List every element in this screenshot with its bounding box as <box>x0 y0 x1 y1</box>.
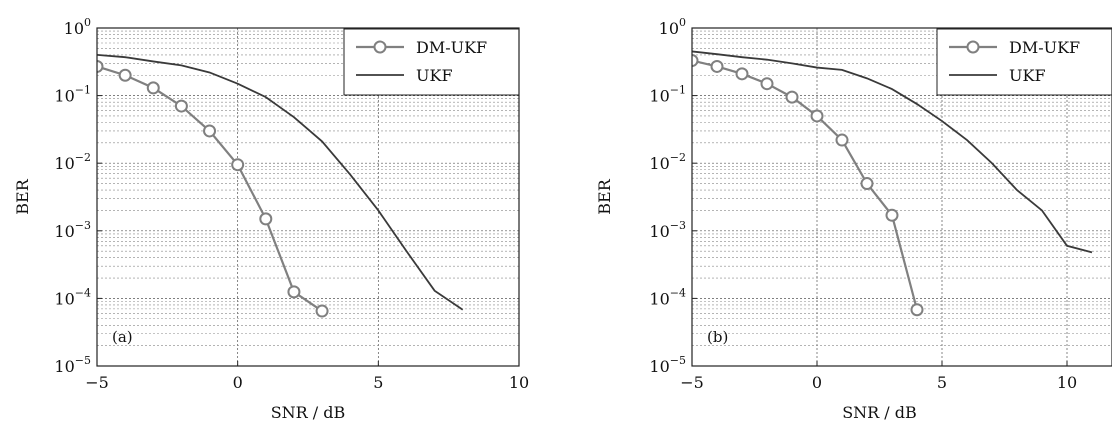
y-tick-base: 10 <box>54 289 74 308</box>
series-ukf <box>97 54 464 311</box>
y-tick-base: 10 <box>54 222 74 241</box>
y-tick-exponent: −4 <box>75 286 91 299</box>
y-tick-base: 10 <box>649 222 669 241</box>
data-point <box>174 99 188 113</box>
y-tick-label: 10−2 <box>649 151 686 173</box>
legend-marker <box>373 40 387 54</box>
plot-frame <box>691 27 1112 367</box>
data-point <box>910 303 924 317</box>
y-tick-label: 10−1 <box>649 84 686 106</box>
data-point <box>885 208 899 222</box>
legend-label-ukf: UKF <box>416 66 453 85</box>
data-point <box>315 304 329 318</box>
data-point <box>710 59 724 73</box>
y-tick-exponent: −2 <box>75 151 91 164</box>
series-dm-ukf <box>692 54 924 317</box>
y-tick-exponent: −5 <box>75 354 91 367</box>
x-tick-label: 10 <box>1057 373 1077 392</box>
data-point <box>146 81 160 95</box>
y-tick-label: 10−1 <box>54 84 91 106</box>
data-point <box>860 177 874 191</box>
x-axis-label: SNR / dB <box>271 403 346 422</box>
legend-label-dm-ukf: DM-UKF <box>416 38 487 57</box>
data-point <box>735 67 749 81</box>
y-axis-label: BER <box>595 178 614 214</box>
legend: DM-UKF UKF <box>936 28 1112 96</box>
x-tick-label: 0 <box>812 373 822 392</box>
y-tick-exponent: −5 <box>670 354 686 367</box>
y-tick-base: 10 <box>54 357 74 376</box>
y-tick-label: 10−5 <box>649 354 686 376</box>
y-tick-exponent: −3 <box>670 219 686 232</box>
y-tick-label: 100 <box>659 16 686 38</box>
y-tick-exponent: −3 <box>75 219 91 232</box>
x-tick-label: 0 <box>233 373 243 392</box>
data-point <box>231 158 245 172</box>
y-tick-exponent: 0 <box>679 16 686 29</box>
y-tick-base: 10 <box>54 154 74 173</box>
y-tick-exponent: −4 <box>670 286 686 299</box>
y-tick-exponent: 0 <box>84 16 91 29</box>
x-tick-label: 10 <box>509 373 529 392</box>
y-tick-label: 100 <box>64 16 91 38</box>
y-tick-exponent: −1 <box>75 84 91 97</box>
data-point <box>259 212 273 226</box>
y-tick-label: 10−3 <box>54 219 91 241</box>
y-tick-base: 10 <box>659 19 679 38</box>
panel-tag: (a) <box>112 328 133 346</box>
series-ukf <box>692 50 1093 254</box>
series-line-ukf <box>692 50 1093 254</box>
data-point <box>287 285 301 299</box>
series-line-dm-ukf <box>97 65 323 312</box>
series-line-dm-ukf <box>692 59 919 311</box>
y-tick-base: 10 <box>54 87 74 106</box>
x-tick-label: 5 <box>937 373 947 392</box>
y-tick-base: 10 <box>64 19 84 38</box>
y-tick-base: 10 <box>649 289 669 308</box>
y-tick-label: 10−5 <box>54 354 91 376</box>
x-tick-label: −5 <box>680 373 704 392</box>
series-line-ukf <box>97 54 464 311</box>
legend-box <box>936 28 1112 96</box>
data-point <box>785 90 799 104</box>
data-point <box>118 68 132 82</box>
y-tick-label: 10−4 <box>54 286 91 308</box>
legend-box <box>343 28 520 96</box>
x-axis-label: SNR / dB <box>842 403 917 422</box>
y-tick-label: 10−2 <box>54 151 91 173</box>
data-point <box>760 77 774 91</box>
data-point <box>810 109 824 123</box>
y-tick-label: 10−3 <box>649 219 686 241</box>
data-point <box>835 133 849 147</box>
legend: DM-UKF UKF <box>343 28 520 96</box>
y-tick-base: 10 <box>649 87 669 106</box>
y-axis-label: BER <box>13 178 32 214</box>
series-dm-ukf <box>97 59 329 318</box>
panel-tag: (b) <box>707 328 728 346</box>
data-point <box>203 124 217 138</box>
legend-marker <box>966 40 980 54</box>
x-tick-label: −5 <box>85 373 109 392</box>
y-tick-exponent: −1 <box>670 84 686 97</box>
y-tick-label: 10−4 <box>649 286 686 308</box>
legend-label-ukf: UKF <box>1009 66 1046 85</box>
y-tick-base: 10 <box>649 357 669 376</box>
legend-label-dm-ukf: DM-UKF <box>1009 38 1080 57</box>
x-tick-label: 5 <box>373 373 383 392</box>
data-point <box>692 54 699 68</box>
data-point <box>97 59 104 73</box>
y-tick-base: 10 <box>649 154 669 173</box>
plot-frame <box>96 27 520 367</box>
y-tick-exponent: −2 <box>670 151 686 164</box>
